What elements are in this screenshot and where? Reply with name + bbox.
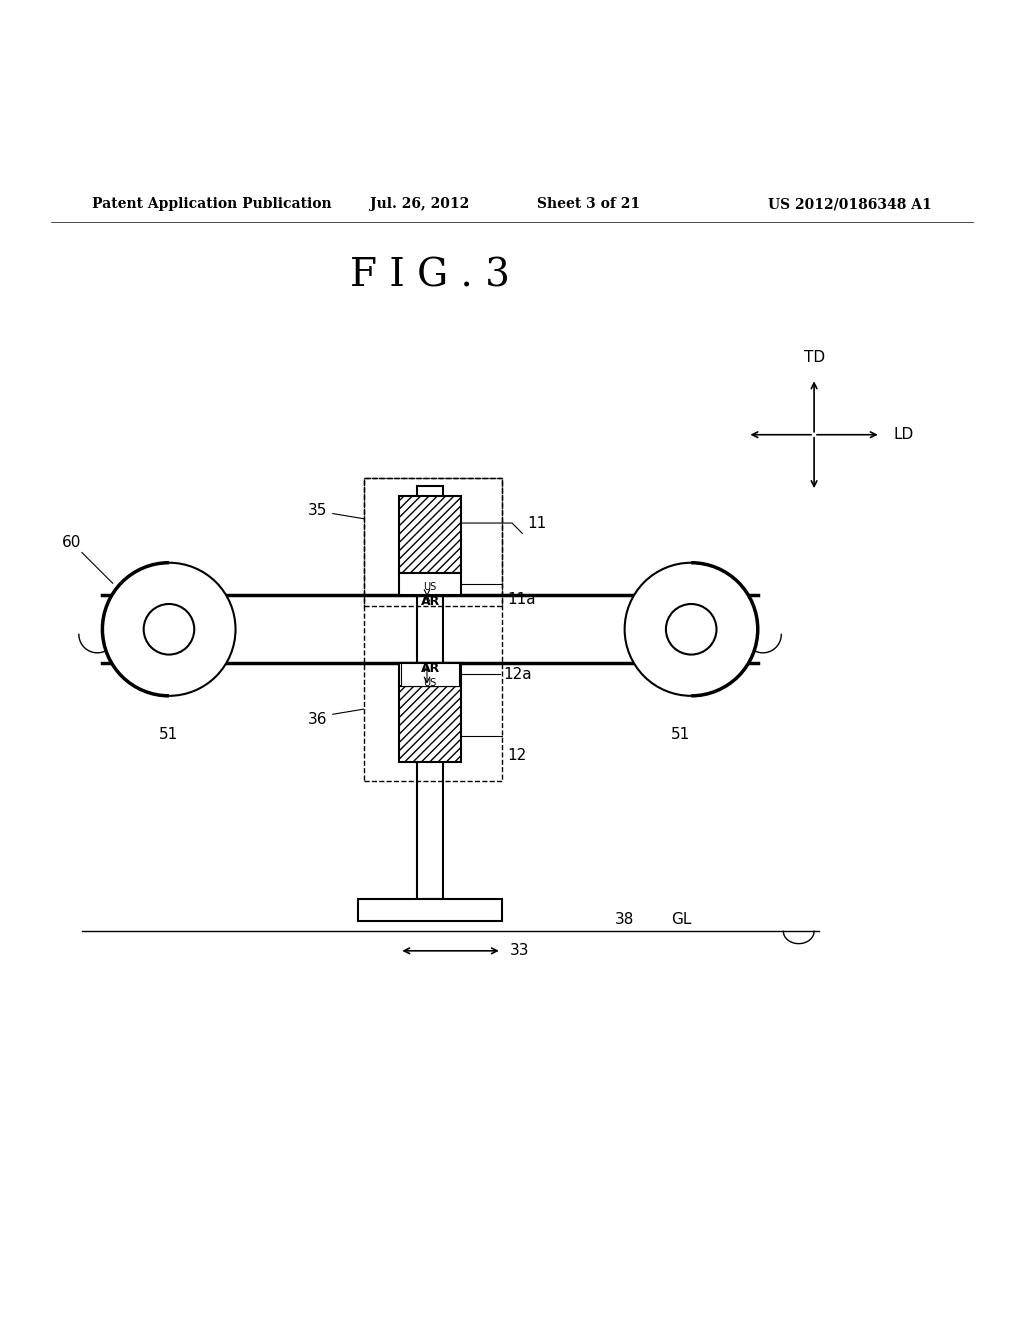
Text: 11: 11 — [527, 516, 547, 531]
Bar — [399, 573, 461, 595]
Text: Jul. 26, 2012: Jul. 26, 2012 — [371, 197, 469, 211]
Text: 51: 51 — [160, 726, 178, 742]
Text: F I G . 3: F I G . 3 — [350, 257, 510, 294]
Text: GL: GL — [671, 912, 691, 927]
Text: 33: 33 — [510, 944, 529, 958]
Bar — [399, 685, 461, 763]
Text: AR: AR — [421, 661, 439, 675]
Circle shape — [666, 605, 717, 655]
Text: 38: 38 — [614, 912, 634, 927]
Text: TD: TD — [804, 350, 824, 366]
Bar — [364, 478, 502, 606]
Circle shape — [143, 605, 195, 655]
Text: 12: 12 — [507, 748, 526, 763]
Bar — [418, 486, 442, 899]
Text: 12a: 12a — [504, 667, 532, 682]
Text: AR: AR — [421, 595, 439, 609]
Text: Patent Application Publication: Patent Application Publication — [92, 197, 332, 211]
Bar — [401, 663, 459, 685]
Text: 51: 51 — [672, 726, 690, 742]
Text: 60: 60 — [61, 535, 81, 549]
Text: LD: LD — [894, 428, 914, 442]
Bar — [358, 899, 502, 921]
Bar — [399, 496, 461, 573]
Circle shape — [102, 562, 236, 696]
Text: US: US — [424, 677, 436, 688]
Bar — [399, 663, 461, 685]
Text: 36: 36 — [308, 711, 328, 727]
Text: 11a: 11a — [507, 593, 536, 607]
Text: US: US — [424, 582, 436, 593]
Bar — [364, 478, 502, 781]
Text: 35: 35 — [308, 503, 328, 517]
Text: Sheet 3 of 21: Sheet 3 of 21 — [538, 197, 640, 211]
Text: US 2012/0186348 A1: US 2012/0186348 A1 — [768, 197, 932, 211]
Circle shape — [625, 562, 758, 696]
